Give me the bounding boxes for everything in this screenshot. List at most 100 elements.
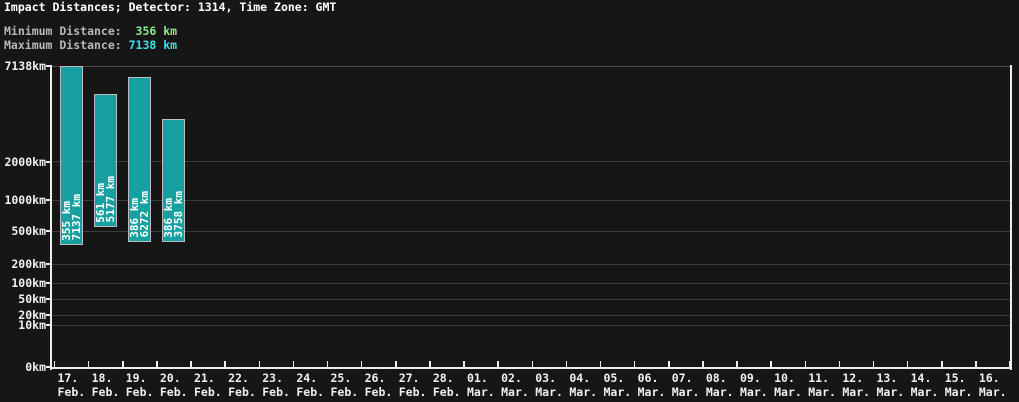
date-day: 08. [705, 371, 727, 385]
x-axis-date-label: 14. Mar. [910, 371, 939, 399]
y-axis-tick [46, 324, 51, 327]
date-month: Mar. [467, 384, 495, 399]
y-axis-tick-label: 7138km [4, 59, 46, 73]
y-axis-tick-label: 10km [18, 318, 46, 333]
x-axis-date-label: 18. Feb. [91, 371, 120, 399]
x-axis-tick [804, 361, 806, 367]
date-day: 19. [125, 371, 147, 385]
date-day: 24. [296, 371, 318, 385]
minimum-distance-label: Minimum Distance: [4, 24, 122, 38]
x-axis-tick [668, 361, 670, 367]
y-axis-tick-label: 500km [11, 224, 46, 239]
x-axis-tick [224, 361, 226, 367]
x-axis-tick [906, 361, 909, 367]
date-month: Feb. [57, 384, 86, 399]
date-month: Feb. [125, 384, 154, 399]
y-gridline [51, 282, 1010, 284]
date-day: 07. [671, 371, 693, 385]
x-axis-tick [838, 361, 841, 367]
date-month: Mar. [535, 384, 563, 399]
date-month: Mar. [740, 384, 768, 399]
date-month: Feb. [194, 384, 222, 399]
y-axis-tick [46, 263, 51, 265]
x-axis-date-label: 03. Mar. [535, 371, 563, 399]
date-day: 05. [603, 371, 625, 385]
minimum-distance-row: Minimum Distance: 356 km [4, 25, 177, 38]
maximum-distance-label: Maximum Distance: [4, 38, 122, 52]
date-month: Mar. [876, 384, 905, 399]
x-axis-date-label: 27. Feb. [398, 371, 427, 399]
y-gridline [51, 161, 1010, 162]
y-axis-tick-label: 100km [11, 276, 46, 291]
x-axis-date-label: 23. Feb. [262, 371, 290, 399]
date-month: Mar. [944, 384, 973, 399]
x-axis-date-label: 26. Feb. [365, 371, 393, 399]
x-axis-date-label: 08. Mar. [705, 371, 734, 399]
y-gridline [51, 65, 1010, 67]
date-month: Mar. [774, 384, 802, 399]
y-axis-tick [46, 298, 51, 301]
page-title: Impact Distances; Detector: 1314, Time Z… [4, 0, 337, 14]
x-axis-tick [463, 361, 465, 367]
y-axis-line [49, 65, 52, 370]
y-axis-tick-label: 0km [25, 360, 46, 374]
x-axis-tick [360, 361, 363, 367]
date-day: 06. [637, 371, 659, 385]
impact-range-bar: 355 km 7137 km [60, 66, 84, 245]
x-axis-date-label: 24. Feb. [296, 371, 324, 399]
date-day: 22. [228, 371, 249, 385]
x-axis-date-label: 02. Mar. [501, 371, 529, 399]
date-month: Mar. [910, 384, 939, 399]
date-day: 12. [842, 371, 864, 385]
x-axis-line [49, 367, 1012, 369]
x-axis-date-label: 20. Feb. [159, 371, 188, 399]
y-axis-tick [46, 230, 51, 233]
maximum-distance-value: 7138 km [128, 38, 178, 52]
date-month: Feb. [91, 384, 120, 399]
x-axis-date-label: 11. Mar. [808, 371, 836, 399]
date-month: Feb. [262, 384, 290, 399]
y-axis-tick [46, 65, 51, 67]
impact-range-bar: 386 km 6272 km [128, 77, 152, 242]
x-axis-date-label: 12. Mar. [842, 371, 871, 399]
date-day: 27. [398, 371, 420, 385]
y-axis-tick-label: 1000km [4, 193, 46, 208]
x-axis-tick [497, 361, 499, 367]
date-month: Feb. [228, 384, 256, 399]
y-gridline [51, 314, 1010, 316]
date-day: 17. [57, 371, 79, 385]
date-month: Mar. [705, 384, 734, 399]
x-axis-tick [565, 361, 568, 367]
date-month: Mar. [808, 384, 836, 399]
x-axis-tick [702, 361, 704, 367]
x-axis-date-label: 16. Mar. [978, 371, 1007, 399]
date-day: 02. [501, 371, 522, 385]
x-axis-date-label: 06. Mar. [637, 371, 666, 399]
date-day: 10. [774, 371, 795, 385]
x-axis-date-label: 05. Mar. [603, 371, 632, 399]
x-axis-tick [531, 361, 533, 367]
y-axis-tick-label: 50km [18, 292, 46, 307]
x-axis-date-label: 25. Feb. [331, 371, 359, 399]
impact-range-bar: 386 km 3758 km [162, 118, 186, 242]
x-axis-tick [975, 361, 977, 367]
y-axis-tick [46, 282, 51, 285]
y-gridline [51, 298, 1010, 300]
y-axis-tick-label: 2000km [4, 154, 46, 169]
bar-max-distance-label: 5177 km [104, 176, 118, 223]
date-day: 20. [159, 371, 181, 385]
date-day: 15. [944, 371, 966, 385]
date-month: Mar. [603, 384, 632, 399]
date-month: Mar. [842, 384, 871, 399]
x-axis-tick [770, 361, 772, 367]
y-axis-tick-label: 20km [18, 308, 46, 323]
x-axis-date-label: 17. Feb. [57, 371, 86, 399]
maximum-distance-row: Maximum Distance: 7138 km [4, 39, 177, 52]
x-axis-date-label: 01. Mar. [467, 371, 495, 399]
x-axis-date-label: 13. Mar. [876, 371, 905, 399]
x-axis-date-label: 21. Feb. [194, 371, 222, 399]
date-month: Mar. [978, 384, 1007, 399]
date-day: 04. [569, 371, 591, 385]
x-axis-tick [258, 361, 260, 367]
y-axis-tick [46, 160, 51, 163]
